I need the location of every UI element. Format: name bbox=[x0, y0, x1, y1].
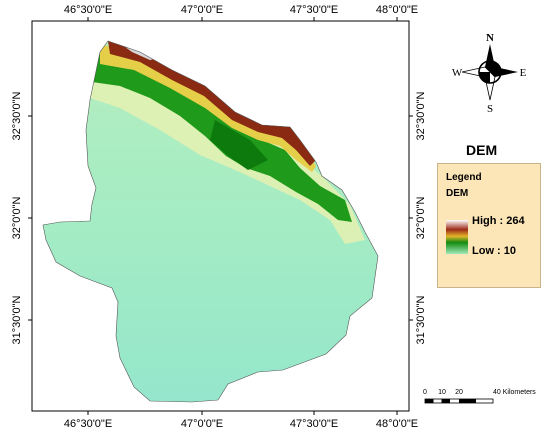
scale-label: 10 bbox=[438, 389, 446, 396]
right-lat-label: 32°30'0"N bbox=[415, 91, 427, 140]
legend: Legend DEM High : 264 Low : 10 bbox=[437, 163, 541, 288]
scale-label: 40 Kilometers bbox=[493, 389, 536, 396]
top-lon-label: 47°0'0"E bbox=[181, 4, 223, 16]
compass-e: E bbox=[520, 67, 527, 79]
scale-label: 20 bbox=[455, 389, 463, 396]
right-lat-label: 31°30'0"N bbox=[415, 295, 427, 344]
highland-band-yellow bbox=[100, 44, 316, 172]
compass-rose-icon: N S E W bbox=[452, 32, 527, 115]
highland-band-brown bbox=[108, 41, 316, 166]
legend-low-label: Low : 10 bbox=[472, 245, 517, 257]
compass-w: W bbox=[452, 67, 463, 79]
foothill-band-dark bbox=[210, 120, 268, 170]
left-lat-label: 32°0'0"N bbox=[11, 197, 23, 240]
legend-layer-name: DEM bbox=[446, 188, 469, 199]
legend-color-ramp bbox=[446, 220, 468, 254]
left-lat-label: 32°30'0"N bbox=[11, 91, 23, 140]
region-outline bbox=[42, 40, 379, 403]
top-lon-label: 47°30'0"E bbox=[290, 4, 338, 16]
legend-heading: Legend bbox=[446, 172, 482, 183]
bottom-lon-label: 47°0'0"E bbox=[181, 418, 223, 430]
top-lon-label: 48°0'0"E bbox=[376, 4, 418, 16]
bottom-lon-label: 47°30'0"E bbox=[290, 418, 338, 430]
legend-high-label: High : 264 bbox=[472, 215, 525, 227]
bottom-lon-label: 48°0'0"E bbox=[376, 418, 418, 430]
scale-bar: 0 10 20 40 Kilometers bbox=[423, 389, 536, 404]
scale-label: 0 bbox=[423, 389, 427, 396]
left-lat-label: 31°30'0"N bbox=[11, 295, 23, 344]
compass-s: S bbox=[487, 103, 493, 115]
top-lon-label: 46°30'0"E bbox=[64, 4, 112, 16]
compass-n: N bbox=[486, 32, 494, 44]
right-lat-label: 32°0'0"N bbox=[415, 197, 427, 240]
side-title: DEM bbox=[466, 142, 498, 158]
bottom-lon-label: 46°30'0"E bbox=[64, 418, 112, 430]
frame-ticks bbox=[28, 17, 413, 415]
